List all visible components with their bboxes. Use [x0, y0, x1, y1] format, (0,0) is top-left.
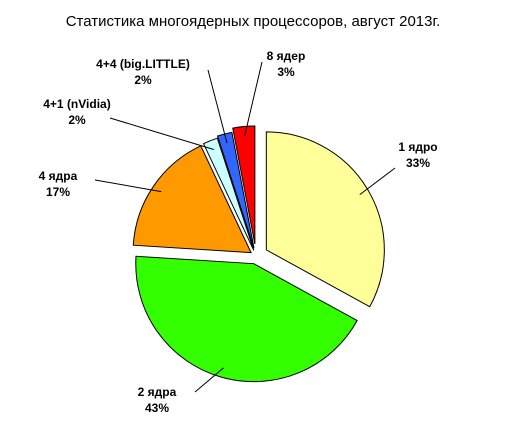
slice-label-6: 8 ядер — [267, 49, 306, 63]
slice-percent-6: 3% — [277, 65, 295, 79]
pie-slice-1 — [265, 131, 385, 308]
leader-line-3 — [94, 179, 162, 193]
leader-line-4 — [109, 117, 214, 150]
slice-percent-2: 43% — [145, 401, 169, 415]
leader-line-5 — [207, 69, 228, 144]
slice-percent-3: 17% — [46, 185, 70, 199]
slice-label-5: 4+4 (big.LITTLE) — [96, 57, 190, 71]
leader-line-1 — [359, 167, 396, 196]
chart-title: Статистика многоядерных процессоров, авг… — [66, 13, 441, 30]
pie-slice-6 — [232, 125, 256, 245]
leader-lines — [94, 61, 396, 393]
slice-label-3: 4 ядра — [39, 169, 78, 183]
slice-label-2: 2 ядра — [138, 385, 177, 399]
pie-slice-3 — [132, 145, 252, 254]
slice-labels: 1 ядро 33% 2 ядра 43% 4 ядра 17% 4+1 (nVidia) 2… — [39, 49, 438, 415]
slice-label-4: 4+1 (nVidia) — [43, 97, 110, 111]
pie-slices — [132, 125, 385, 383]
slice-percent-5: 2% — [134, 73, 152, 87]
pie-slice-4 — [202, 137, 255, 251]
pie-slice-2 — [135, 255, 358, 383]
slice-percent-4: 2% — [68, 113, 86, 127]
leader-line-6 — [244, 61, 263, 137]
leader-line-2 — [194, 367, 224, 393]
slice-percent-1: 33% — [406, 156, 430, 170]
slice-label-1: 1 ядро — [398, 140, 437, 154]
